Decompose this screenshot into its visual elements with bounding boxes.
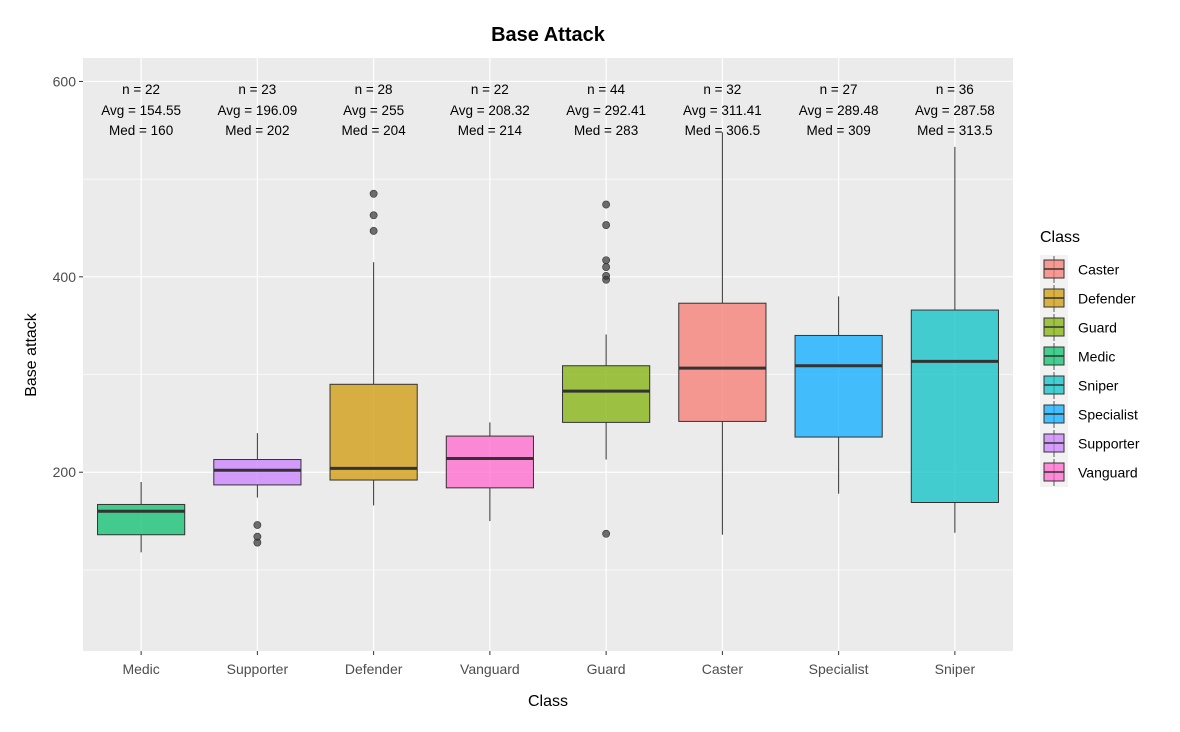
box-iqr [445,435,534,489]
x-tick-label: Specialist [809,661,869,677]
box-iqr [97,503,186,536]
box-iqr [678,302,767,422]
median-label: Med = 202 [225,123,289,138]
box-vanguard [445,422,534,522]
box-iqr [213,459,302,486]
legend-item-label: Caster [1078,262,1120,278]
x-axis-label: Class [528,693,568,710]
median-label: Med = 160 [109,123,173,138]
legend-item-label: Specialist [1078,407,1138,423]
n-label: n = 44 [587,82,625,97]
x-axis: Medic Supporter Defender Vanguard Guard Caste… [122,651,975,677]
y-tick-label: 200 [53,464,77,480]
legend-item-caster: Caster [1043,256,1120,283]
median-label: Med = 306.5 [685,123,760,138]
avg-label: Avg = 208.32 [450,103,530,118]
legend-item-sniper: Sniper [1043,372,1119,399]
legend-item-label: Medic [1078,349,1115,365]
x-tick-label: Medic [122,661,159,677]
legend-items: Caster Defender Guard Medic Sniper Specialist… [1040,255,1140,487]
x-tick-label: Supporter [227,661,289,677]
x-tick-label: Caster [702,661,744,677]
outlier-point [602,529,611,538]
outlier-point [369,189,378,198]
box-guard [562,200,651,538]
legend: Class Caster Defender Guard Medic Sniper Spec… [1040,229,1140,487]
outlier-point [253,538,262,547]
legend-item-supporter: Supporter [1043,430,1140,457]
box-medic [97,481,186,553]
legend-item-defender: Defender [1043,285,1136,312]
annotations-layer: n = 22 Avg = 154.55 Med = 160 n = 23 Avg = 1… [101,82,994,138]
n-label: n = 27 [820,82,858,97]
outlier-point [602,221,611,229]
legend-title: Class [1040,229,1080,246]
outlier-point [369,211,378,220]
box-iqr [562,365,651,423]
box-specialist [794,296,883,494]
legend-item-label: Supporter [1078,436,1140,452]
outlier-point [602,263,611,271]
avg-label: Avg = 154.55 [101,103,181,118]
outlier-point [253,521,262,529]
x-tick-label: Sniper [935,661,976,677]
box-iqr [910,309,999,504]
avg-label: Avg = 311.41 [683,103,762,118]
n-label: n = 23 [238,82,276,97]
avg-label: Avg = 289.48 [799,103,879,118]
legend-item-guard: Guard [1043,314,1117,341]
median-label: Med = 283 [574,123,638,138]
outlier-point [369,227,378,235]
median-label: Med = 214 [458,123,523,138]
n-label: n = 32 [703,82,741,97]
x-tick-label: Guard [587,661,626,677]
n-label: n = 28 [355,82,393,97]
box-caster [678,132,767,535]
outlier-point [602,275,611,284]
n-label: n = 22 [471,82,509,97]
legend-item-specialist: Specialist [1043,401,1138,428]
legend-item-label: Guard [1078,320,1117,336]
median-label: Med = 204 [342,123,407,138]
y-axis-label: Base attack [23,312,40,397]
y-tick-label: 400 [53,269,77,285]
y-tick-label: 600 [53,73,77,89]
avg-label: Avg = 196.09 [218,103,298,118]
outlier-point [602,200,611,209]
avg-label: Avg = 255 [343,103,404,118]
legend-item-label: Sniper [1078,378,1119,394]
boxes-layer [97,132,999,553]
legend-item-label: Defender [1078,291,1136,307]
box-supporter [213,433,302,547]
x-tick-label: Vanguard [460,661,520,677]
n-label: n = 22 [122,82,160,97]
median-label: Med = 309 [807,123,871,138]
outlier-point [602,256,611,265]
box-defender [329,189,418,506]
legend-item-medic: Medic [1043,343,1115,370]
box-iqr [794,334,883,438]
x-tick-label: Defender [345,661,403,677]
legend-item-label: Vanguard [1078,465,1138,481]
chart-title: Base Attack [491,24,606,46]
avg-label: Avg = 292.41 [566,103,646,118]
median-label: Med = 313.5 [917,123,992,138]
y-axis: 200 400 600 [53,73,83,480]
legend-item-vanguard: Vanguard [1043,459,1138,486]
n-label: n = 36 [936,82,974,97]
box-iqr [329,383,418,481]
avg-label: Avg = 287.58 [915,103,995,118]
box-sniper [910,146,999,533]
